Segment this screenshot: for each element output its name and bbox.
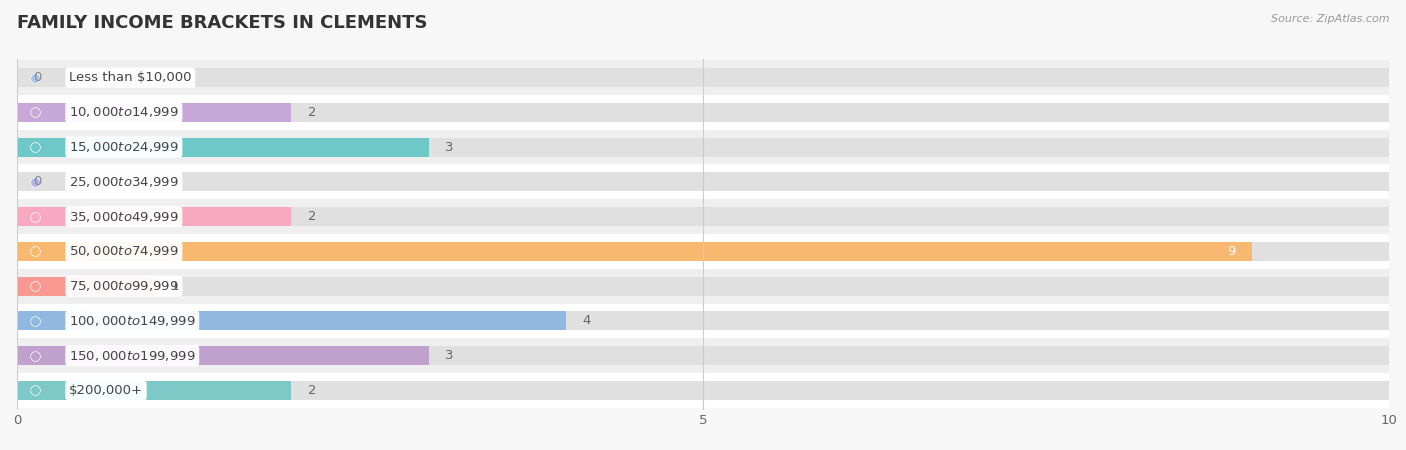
Text: $150,000 to $199,999: $150,000 to $199,999 xyxy=(69,349,195,363)
Text: 4: 4 xyxy=(582,315,591,328)
Bar xyxy=(17,242,1251,261)
Bar xyxy=(17,60,1389,95)
Bar xyxy=(17,338,1389,373)
Bar xyxy=(17,381,1389,400)
Bar xyxy=(17,130,1389,165)
Bar xyxy=(17,172,1389,191)
Text: Source: ZipAtlas.com: Source: ZipAtlas.com xyxy=(1271,14,1389,23)
Bar xyxy=(17,311,1389,330)
Bar xyxy=(17,346,1389,365)
Bar xyxy=(17,311,565,330)
Bar xyxy=(17,207,291,226)
Bar xyxy=(17,242,1389,261)
Text: 0: 0 xyxy=(34,176,42,189)
Bar xyxy=(17,138,429,157)
Bar xyxy=(17,277,1389,296)
Text: $25,000 to $34,999: $25,000 to $34,999 xyxy=(69,175,179,189)
Bar xyxy=(17,373,1389,408)
Bar xyxy=(17,207,1389,226)
Text: $100,000 to $149,999: $100,000 to $149,999 xyxy=(69,314,195,328)
Bar xyxy=(17,103,1389,122)
Text: 3: 3 xyxy=(446,349,454,362)
Text: 2: 2 xyxy=(308,384,316,397)
Text: 3: 3 xyxy=(446,140,454,153)
Bar xyxy=(17,199,1389,234)
Text: $50,000 to $74,999: $50,000 to $74,999 xyxy=(69,244,179,258)
Text: $10,000 to $14,999: $10,000 to $14,999 xyxy=(69,105,179,119)
Text: 9: 9 xyxy=(1227,245,1236,258)
Text: $75,000 to $99,999: $75,000 to $99,999 xyxy=(69,279,179,293)
Text: Less than $10,000: Less than $10,000 xyxy=(69,71,191,84)
Text: $200,000+: $200,000+ xyxy=(69,384,143,397)
Bar xyxy=(17,381,291,400)
Bar xyxy=(17,303,1389,338)
Bar xyxy=(17,234,1389,269)
Bar xyxy=(17,95,1389,130)
Bar xyxy=(17,269,1389,303)
Bar xyxy=(17,346,429,365)
Text: $35,000 to $49,999: $35,000 to $49,999 xyxy=(69,210,179,224)
Text: FAMILY INCOME BRACKETS IN CLEMENTS: FAMILY INCOME BRACKETS IN CLEMENTS xyxy=(17,14,427,32)
Bar xyxy=(17,165,1389,199)
Bar xyxy=(17,68,1389,87)
Text: 0: 0 xyxy=(34,71,42,84)
Bar xyxy=(17,103,291,122)
Text: 1: 1 xyxy=(170,279,179,292)
Bar xyxy=(17,277,155,296)
Text: 2: 2 xyxy=(308,106,316,119)
Text: 2: 2 xyxy=(308,210,316,223)
Text: $15,000 to $24,999: $15,000 to $24,999 xyxy=(69,140,179,154)
Bar xyxy=(17,138,1389,157)
